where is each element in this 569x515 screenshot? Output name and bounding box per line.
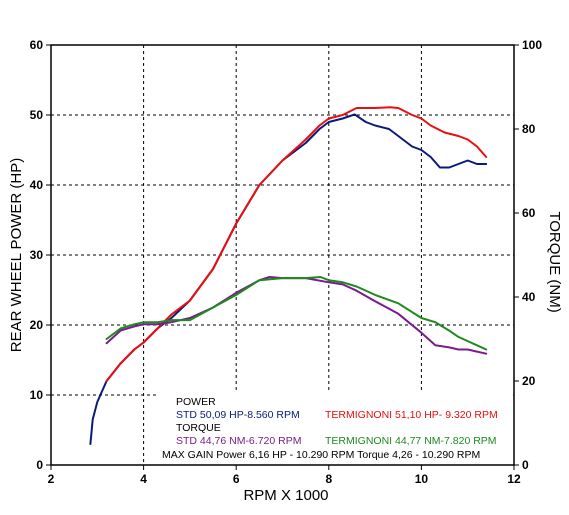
x-axis-ticks: 2 4 6 8 10 12 bbox=[48, 465, 521, 486]
y-left-tick-label: 40 bbox=[30, 178, 44, 192]
right-y-axis-ticks: 0 20 40 60 80 100 bbox=[514, 38, 542, 472]
y-left-tick-label: 50 bbox=[30, 108, 44, 122]
x-tick-label: 10 bbox=[415, 472, 429, 486]
legend-torque-termignoni: TERMIGNONI 44,77 NM-7.820 RPM bbox=[325, 435, 497, 447]
x-tick-label: 2 bbox=[48, 472, 55, 486]
y-left-tick-label: 60 bbox=[30, 38, 44, 52]
left-y-axis-ticks: 0 10 20 30 40 50 60 bbox=[30, 38, 51, 472]
legend-power-std: STD 50,09 HP-8.560 RPM bbox=[176, 409, 300, 421]
y-right-tick-label: 100 bbox=[522, 38, 542, 52]
y-right-tick-label: 0 bbox=[522, 458, 529, 472]
x-tick-label: 4 bbox=[140, 472, 147, 486]
legend-power-heading: POWER bbox=[176, 396, 216, 408]
legend-box: POWER STD 50,09 HP-8.560 RPM TERMIGNONI … bbox=[158, 391, 510, 463]
y-right-tick-label: 20 bbox=[522, 374, 536, 388]
legend-torque-heading: TORQUE bbox=[176, 422, 221, 434]
y-left-tick-label: 20 bbox=[30, 318, 44, 332]
legend-power-termignoni: TERMIGNONI 51,10 HP- 9.320 RPM bbox=[325, 409, 498, 421]
y-left-tick-label: 30 bbox=[30, 248, 44, 262]
legend-background bbox=[158, 391, 510, 463]
y-left-tick-label: 0 bbox=[36, 458, 43, 472]
legend-torque-std: STD 44,76 NM-6.720 RPM bbox=[176, 435, 301, 447]
x-axis-title: RPM X 1000 bbox=[243, 487, 328, 504]
y-right-tick-label: 60 bbox=[522, 206, 536, 220]
x-tick-label: 6 bbox=[233, 472, 240, 486]
y-right-tick-label: 80 bbox=[522, 122, 536, 136]
right-y-axis-title: TORQUE (NM) bbox=[546, 211, 563, 312]
x-tick-label: 8 bbox=[325, 472, 332, 486]
left-y-axis-title: REAR WHEEL POWER (HP) bbox=[8, 158, 25, 352]
x-tick-label: 12 bbox=[507, 472, 521, 486]
torque-termignoni-line bbox=[105, 276, 488, 351]
series-lines bbox=[89, 106, 488, 445]
y-left-tick-label: 10 bbox=[30, 388, 44, 402]
y-right-tick-label: 40 bbox=[522, 290, 536, 304]
legend-max-gain: MAX GAIN Power 6,16 HP - 10.290 RPM Torq… bbox=[162, 449, 480, 461]
